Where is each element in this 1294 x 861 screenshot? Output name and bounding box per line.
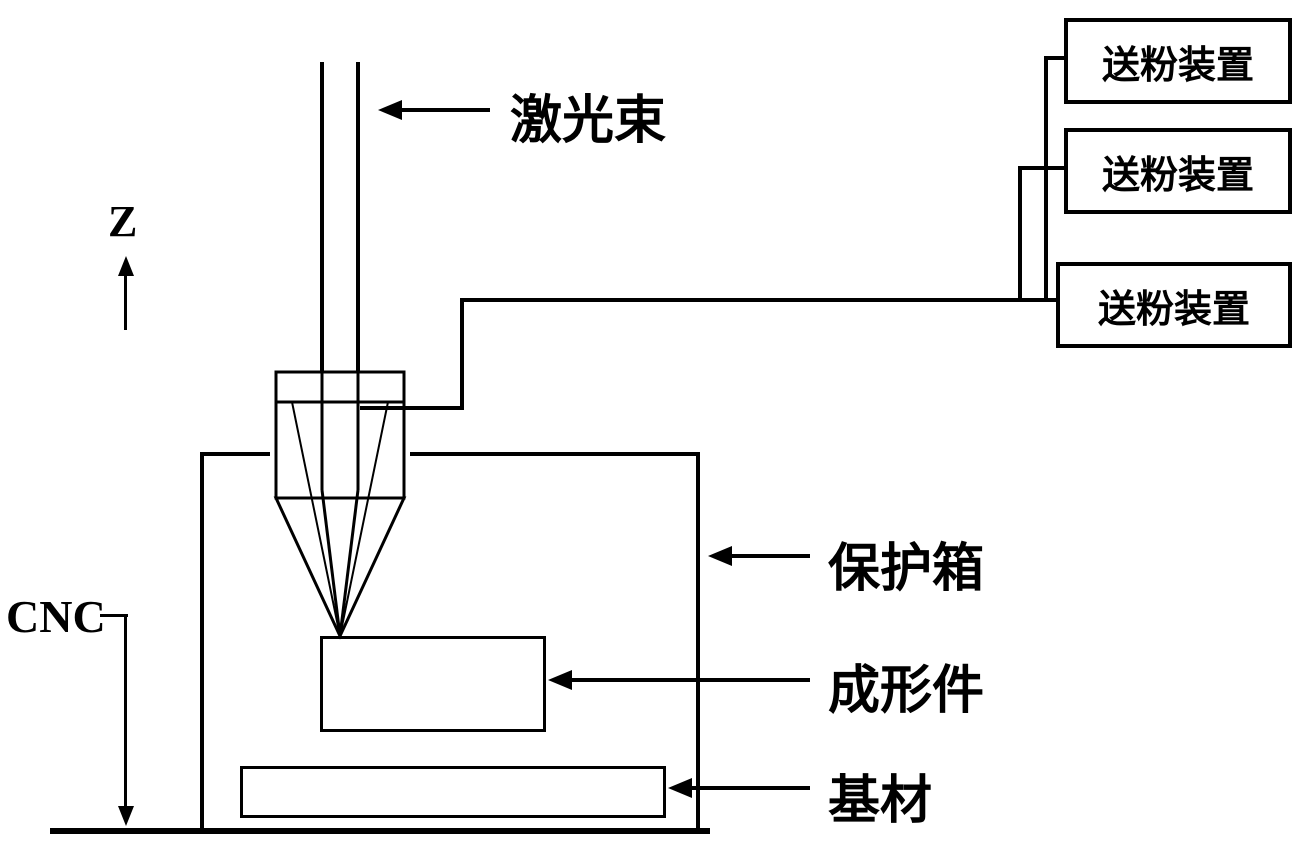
arrow-z-line <box>124 274 127 330</box>
arrow-protection-box-line <box>730 554 810 558</box>
cnc-label: CNC <box>6 590 106 643</box>
laser-column-left <box>320 62 324 392</box>
arrow-laser-line <box>400 108 490 112</box>
powder-feeder-box-2: 送粉装置 <box>1064 128 1292 214</box>
powder-feeder-box-3: 送粉装置 <box>1056 262 1292 348</box>
powder-feeder-label-1: 送粉装置 <box>1102 34 1254 89</box>
diagram-canvas: 送粉装置 送粉装置 送粉装置 激光束 Z CNC 保护箱 成形件 基材 <box>0 0 1294 861</box>
substrate-label: 基材 <box>828 758 932 833</box>
feeder-drop-vertical <box>460 298 464 410</box>
formed-part-label: 成形件 <box>828 648 984 723</box>
arrow-formed-part-line <box>570 678 810 682</box>
arrow-substrate-line <box>690 786 810 790</box>
powder-feeder-label-2: 送粉装置 <box>1102 144 1254 199</box>
protection-box-left <box>200 452 204 828</box>
z-axis-label: Z <box>108 196 137 247</box>
protection-box-right <box>696 452 700 828</box>
arrow-cnc-line <box>124 614 127 810</box>
feeder-drop-to-nozzle <box>360 406 464 410</box>
arrow-substrate-icon <box>668 778 692 798</box>
powder-feeder-box-1: 送粉装置 <box>1064 18 1292 104</box>
feeder-bus-vertical-outer <box>1044 56 1048 302</box>
laser-beam-label: 激光束 <box>510 78 666 153</box>
nozzle-icon <box>262 370 422 640</box>
arrow-laser-icon <box>378 100 402 120</box>
arrow-protection-box-icon <box>708 546 732 566</box>
feeder-bus-vertical-inner <box>1018 166 1022 302</box>
powder-feeder-label-3: 送粉装置 <box>1098 278 1250 333</box>
feeder-bus-horizontal <box>460 298 1060 302</box>
laser-column-right <box>356 62 360 392</box>
arrow-formed-part-icon <box>548 670 572 690</box>
protection-box-top-left <box>200 452 270 456</box>
protection-box-top-right <box>410 452 700 456</box>
ground-line <box>50 828 710 834</box>
formed-part-rect <box>320 636 546 732</box>
arrow-z-icon <box>118 256 134 276</box>
arrow-cnc-icon <box>118 806 134 826</box>
protection-box-label: 保护箱 <box>828 526 984 601</box>
substrate-rect <box>240 766 666 818</box>
feeder-tap-2-inner <box>1018 166 1068 170</box>
